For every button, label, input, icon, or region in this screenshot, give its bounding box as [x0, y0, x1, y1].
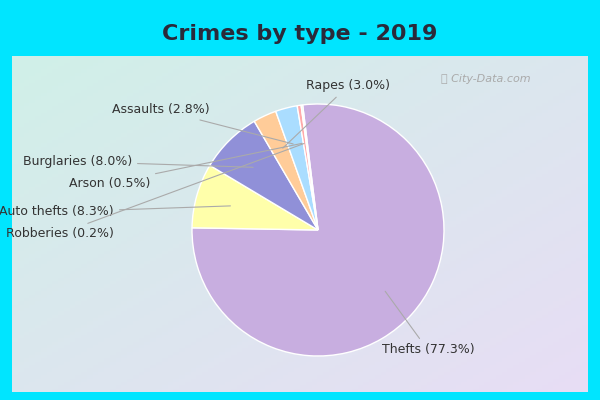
Text: Thefts (77.3%): Thefts (77.3%): [382, 291, 474, 356]
Wedge shape: [276, 106, 318, 230]
Text: ⓘ City-Data.com: ⓘ City-Data.com: [441, 74, 530, 84]
Text: Arson (0.5%): Arson (0.5%): [68, 143, 302, 190]
Wedge shape: [301, 105, 318, 230]
Text: Auto thefts (8.3%): Auto thefts (8.3%): [0, 206, 230, 218]
Text: Robberies (0.2%): Robberies (0.2%): [6, 144, 304, 240]
Text: Assaults (2.8%): Assaults (2.8%): [112, 104, 293, 144]
Wedge shape: [297, 105, 318, 230]
Text: Crimes by type - 2019: Crimes by type - 2019: [163, 24, 437, 44]
Wedge shape: [254, 111, 318, 230]
Wedge shape: [192, 104, 444, 356]
Text: Rapes (3.0%): Rapes (3.0%): [283, 80, 390, 148]
Wedge shape: [192, 165, 318, 230]
Text: Burglaries (8.0%): Burglaries (8.0%): [23, 155, 253, 168]
Wedge shape: [210, 121, 318, 230]
